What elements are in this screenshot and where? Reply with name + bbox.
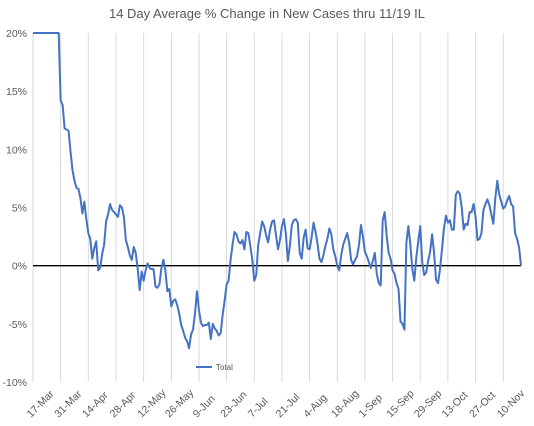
x-tick-label: 18-Aug: [329, 388, 362, 421]
x-tick-label: 14-Apr: [80, 389, 111, 420]
x-tick-label: 27-Oct: [467, 389, 498, 420]
chart-title: 14 Day Average % Change in New Cases thr…: [108, 6, 426, 21]
series-line-total: [33, 32, 522, 350]
x-tick-label: 29-Sep: [412, 388, 445, 421]
x-tick-label: 10-Nov: [495, 387, 528, 420]
x-tick-label: 4-Aug: [301, 392, 329, 420]
y-tick-label: 5%: [12, 203, 27, 215]
x-axis: 17-Mar31-Mar14-Apr28-Apr12-May26-May9-Ju…: [25, 386, 528, 420]
legend: Total: [196, 363, 233, 372]
y-tick-label: -10%: [2, 377, 27, 389]
x-tick-label: 12-May: [135, 386, 169, 420]
series-layer: [33, 32, 522, 350]
x-tick-label: 7-Jul: [246, 396, 271, 421]
x-tick-label: 13-Oct: [440, 389, 471, 420]
x-tick-label: 9-Jun: [191, 393, 218, 420]
y-axis: -10% -5% 0% 5% 10% 15% 20%: [2, 28, 27, 389]
x-tick-label: 26-May: [163, 386, 197, 420]
x-tick-label: 21-Jul: [274, 391, 303, 420]
x-tick-label: 28-Apr: [108, 389, 139, 420]
x-tick-label: 23-Jun: [218, 389, 249, 420]
x-tick-label: 17-Mar: [25, 388, 57, 420]
y-tick-label: 0%: [12, 261, 27, 273]
y-tick-label: 10%: [6, 144, 27, 156]
x-tick-label: 15-Sep: [384, 388, 417, 421]
y-tick-label: -5%: [8, 319, 27, 331]
legend-label-total: Total: [216, 363, 233, 372]
x-tick-label: 31-Mar: [52, 388, 84, 420]
grid-layer: [32, 33, 521, 382]
y-tick-label: 15%: [6, 86, 27, 98]
y-tick-label: 20%: [6, 28, 27, 40]
